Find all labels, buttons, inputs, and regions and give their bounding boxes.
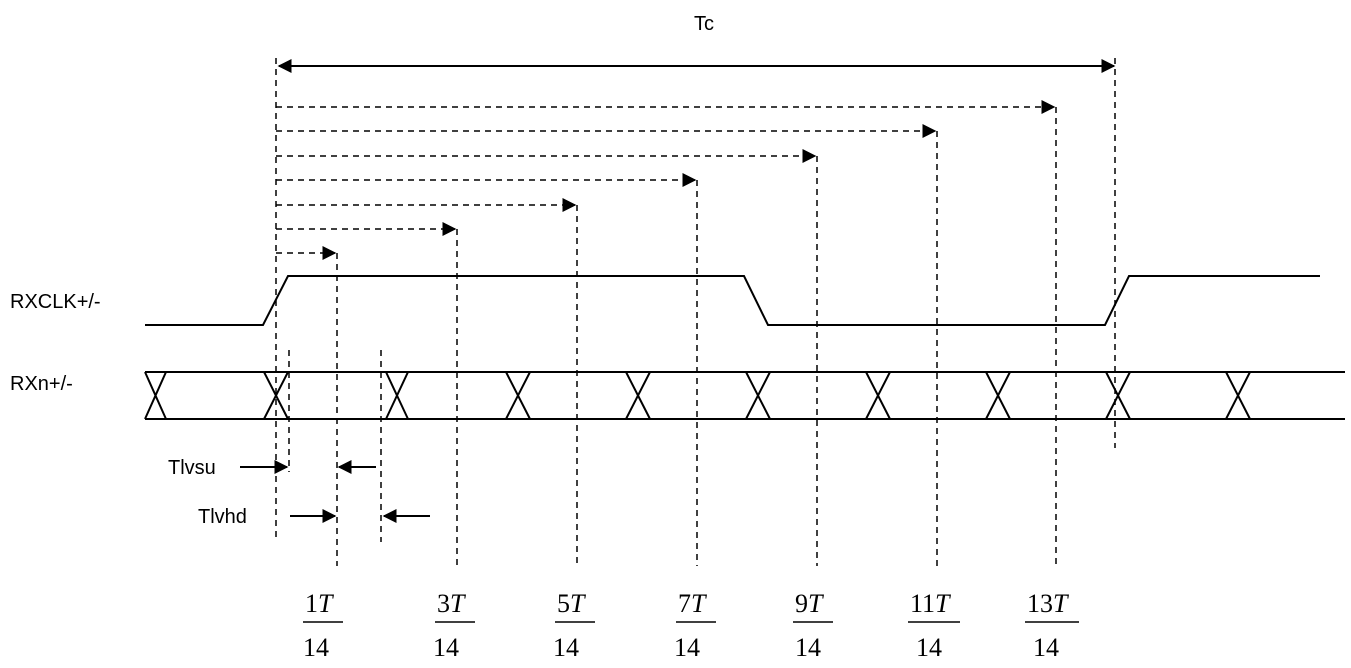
sampling-offset-arrows [276, 100, 1056, 260]
fraction-denominator: 14 [303, 633, 329, 662]
clock-signal-label: RXCLK+/- [10, 291, 101, 313]
fraction-11: 11T 14 [908, 589, 960, 662]
sampling-lines [336, 107, 1057, 566]
fraction-5: 5T 14 [553, 589, 595, 662]
crossover-3 [505, 371, 531, 420]
fraction-denominator: 14 [1033, 633, 1059, 662]
crossover-5 [745, 371, 771, 420]
crossover-1 [263, 371, 289, 420]
crossover-9 [1225, 371, 1251, 420]
fraction-denominator: 14 [795, 633, 821, 662]
crossover-6 [865, 371, 891, 420]
data-waveform [144, 371, 1345, 420]
fraction-13: 13T 14 [1025, 589, 1079, 662]
clock-waveform [145, 275, 1320, 326]
fraction-1: 1T 14 [303, 589, 343, 662]
crossover-0 [144, 371, 167, 420]
fraction-denominator: 14 [433, 633, 459, 662]
fraction-numerator: 13T [1027, 589, 1069, 618]
fraction-numerator: 1T [305, 589, 334, 618]
fraction-numerator: 9T [795, 589, 824, 618]
fraction-7: 7T 14 [674, 589, 716, 662]
crossover-2 [385, 371, 409, 420]
period-label: Tc [694, 13, 714, 35]
fraction-denominator: 14 [674, 633, 700, 662]
fraction-numerator: 5T [557, 589, 586, 618]
crossover-7 [985, 371, 1011, 420]
hold-time-label: Tlvhd [198, 506, 247, 528]
fraction-denominator: 14 [553, 633, 579, 662]
fraction-numerator: 7T [678, 589, 707, 618]
fraction-3: 3T 14 [433, 589, 475, 662]
fraction-denominator: 14 [916, 633, 942, 662]
crossover-4 [625, 371, 651, 420]
fraction-9: 9T 14 [793, 589, 833, 662]
crossover-8 [1105, 371, 1131, 420]
fraction-numerator: 11T [910, 589, 951, 618]
setup-time-label: Tlvsu [168, 457, 216, 479]
fraction-numerator: 3T [437, 589, 466, 618]
data-signal-label: RXn+/- [10, 373, 73, 395]
